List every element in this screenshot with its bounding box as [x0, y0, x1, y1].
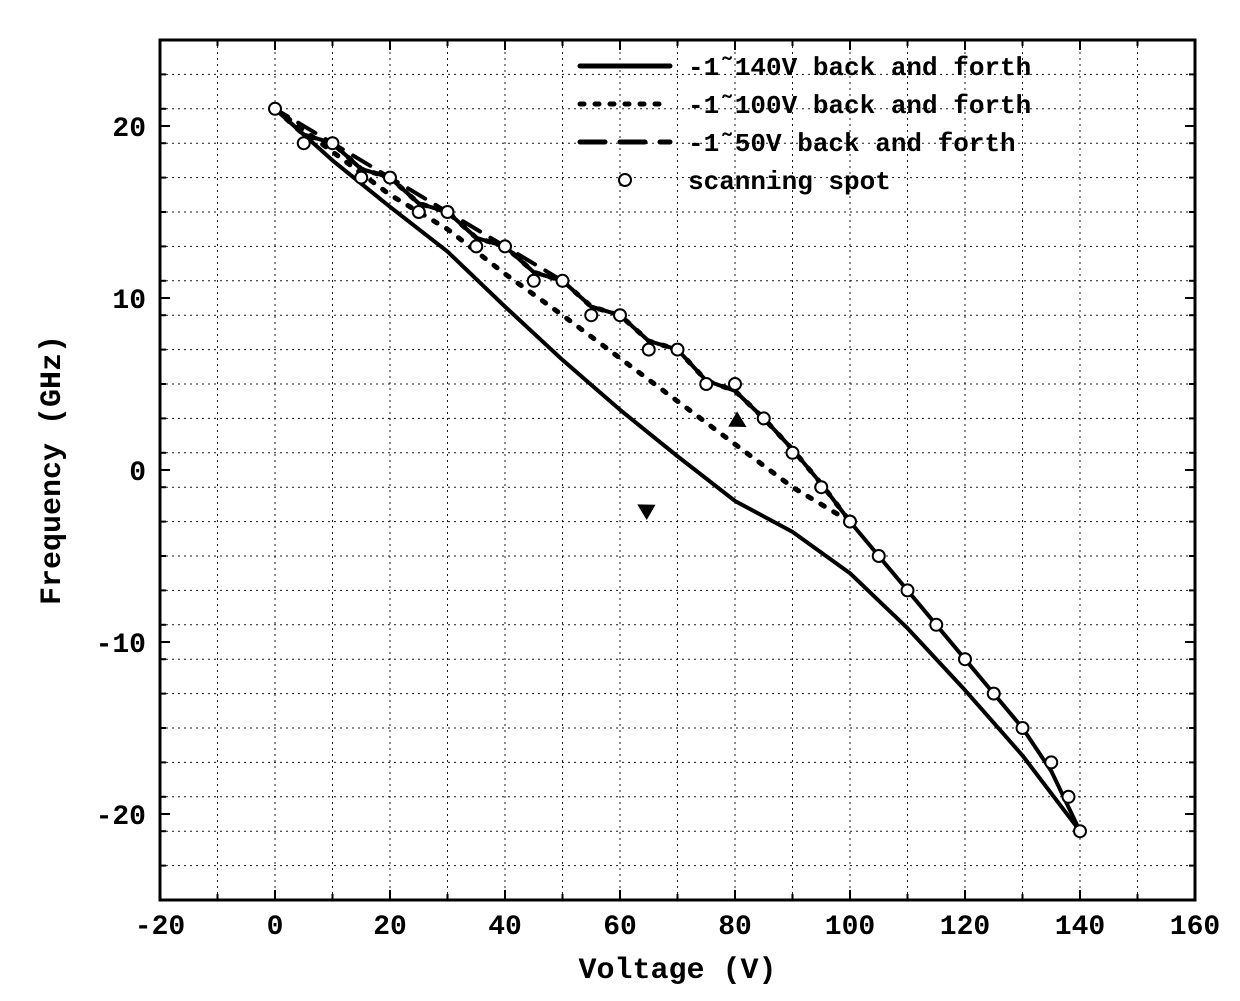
svg-text:160: 160 [1170, 912, 1220, 943]
legend-label: scanning spot [688, 167, 891, 197]
svg-text:100: 100 [825, 912, 875, 943]
svg-text:10: 10 [112, 286, 146, 317]
chart-svg: -20 0 20 40 60 80 100 120 140 160 -20 -10 0 10 20 Volta… [0, 0, 1240, 1001]
svg-text:0: 0 [129, 458, 146, 489]
legend-label: -1˜50V back and forth [688, 129, 1016, 159]
legend-label: -1˜100V back and forth [688, 91, 1031, 121]
x-axis-label: Voltage (V) [578, 954, 776, 988]
svg-text:40: 40 [488, 912, 522, 943]
svg-text:20: 20 [112, 114, 146, 145]
svg-text:0: 0 [267, 912, 284, 943]
legend-label: -1˜140V back and forth [688, 53, 1031, 83]
svg-text:-10: -10 [96, 630, 146, 661]
svg-text:60: 60 [603, 912, 637, 943]
svg-text:-20: -20 [135, 912, 185, 943]
hysteresis-chart: -20 0 20 40 60 80 100 120 140 160 -20 -10 0 10 20 Volta… [0, 0, 1240, 1001]
svg-text:20: 20 [373, 912, 407, 943]
svg-text:-20: -20 [96, 802, 146, 833]
svg-text:120: 120 [940, 912, 990, 943]
svg-text:140: 140 [1055, 912, 1105, 943]
svg-text:80: 80 [718, 912, 752, 943]
y-axis-label: Frequency (GHz) [36, 335, 70, 605]
